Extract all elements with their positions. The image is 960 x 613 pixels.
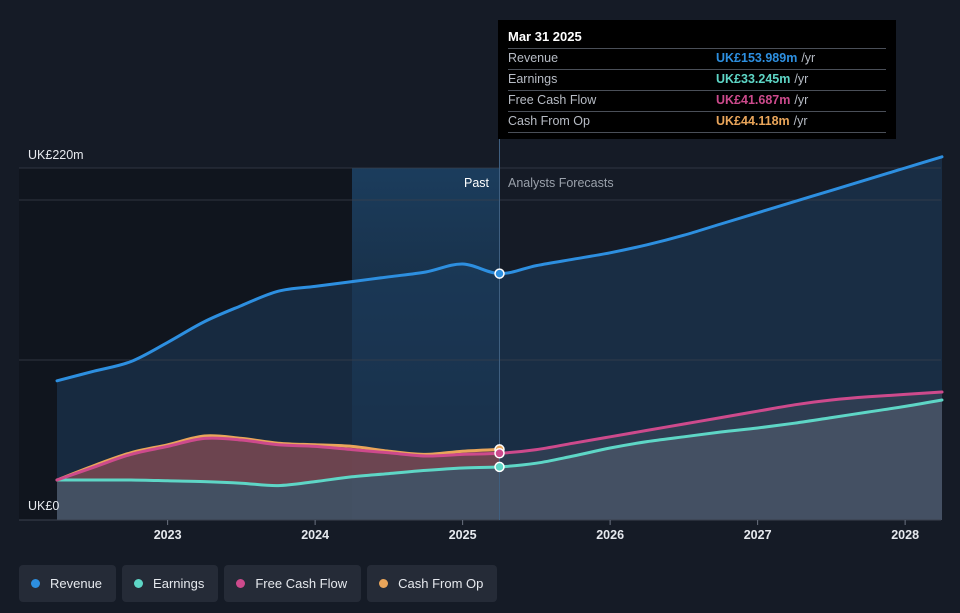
legend-item-revenue[interactable]: Revenue [19,565,117,602]
x-tick-label: 2026 [596,528,624,542]
free-cash-flow-dot-icon [236,579,246,588]
tooltip: Mar 31 2025 Revenue UK£153.989m /yr Earn… [498,20,896,139]
tooltip-date: Mar 31 2025 [508,29,582,44]
x-tick-label: 2027 [744,528,772,542]
revenue-dot-icon [31,579,40,588]
tooltip-row-cash-from-op: Cash From Op UK£44.118m /yr [508,111,886,133]
tooltip-value: UK£41.687m [716,93,791,107]
earnings-dot-icon [134,579,144,588]
x-tick-label: 2023 [154,528,182,542]
free-cash-flow-marker[interactable] [494,448,505,459]
tooltip-unit: /yr [794,93,809,107]
x-tick-label: 2028 [891,528,919,542]
legend-item-free-cash-flow[interactable]: Free Cash Flow [224,565,362,602]
tooltip-value: UK£44.118m [716,114,790,128]
x-tick-label: 2024 [301,528,329,542]
tooltip-unit: /yr [794,72,809,86]
x-tick-label: 2025 [449,528,477,542]
y-axis-top-label: UK£220m [28,148,84,162]
legend-label: Earnings [153,576,205,591]
legend-label: Revenue [50,576,103,591]
cash-from-op-dot-icon [379,579,389,588]
tooltip-value: UK£153.989m [716,51,798,65]
legend: Revenue Earnings Free Cash Flow Cash Fro… [19,565,498,602]
tooltip-unit: /yr [793,114,808,128]
tooltip-label: Cash From Op [508,114,590,128]
earnings-marker[interactable] [494,461,505,473]
y-axis-bottom-label: UK£0 [28,499,59,513]
tooltip-row-revenue: Revenue UK£153.989m /yr [508,48,886,69]
legend-item-cash-from-op[interactable]: Cash From Op [367,565,498,602]
tooltip-row-earnings: Earnings UK£33.245m /yr [508,69,886,90]
legend-label: Free Cash Flow [255,576,348,591]
tooltip-unit: /yr [801,51,816,65]
legend-item-earnings[interactable]: Earnings [122,565,219,602]
revenue-marker[interactable] [494,268,505,279]
legend-label: Cash From Op [398,576,484,591]
past-label: Past [464,176,490,190]
forecast-label: Analysts Forecasts [508,176,614,190]
earnings-area [57,400,942,520]
tooltip-label: Revenue [508,51,559,65]
tooltip-value: UK£33.245m [716,72,791,86]
tooltip-label: Earnings [508,72,558,86]
tooltip-label: Free Cash Flow [508,93,597,107]
tooltip-row-free-cash-flow: Free Cash Flow UK£41.687m /yr [508,90,886,111]
cash-from-op-line [55,434,501,482]
